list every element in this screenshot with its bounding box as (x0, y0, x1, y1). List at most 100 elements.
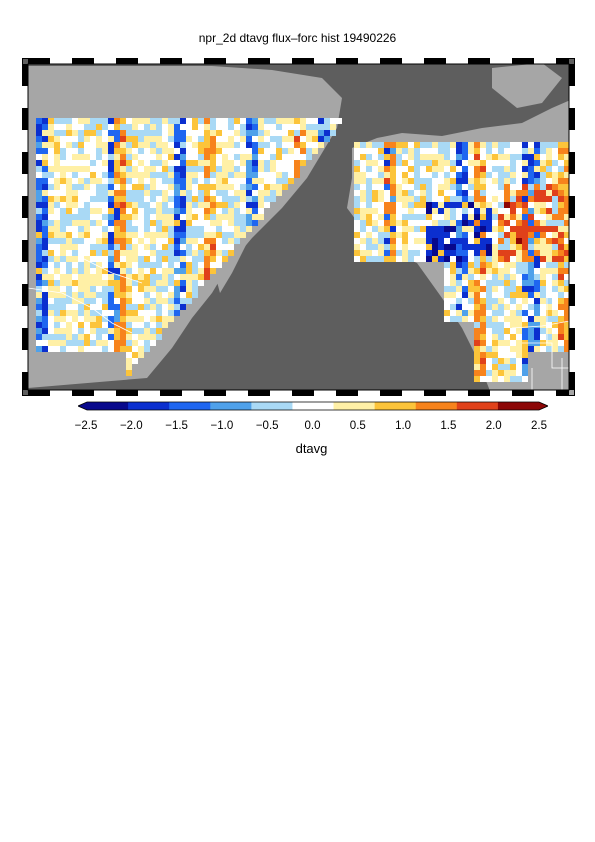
field-cell (174, 310, 180, 316)
field-cell (294, 148, 300, 154)
field-cell (228, 250, 234, 256)
field-cell (468, 190, 474, 196)
field-cell (492, 202, 498, 208)
field-cell (84, 154, 90, 160)
field-cell (150, 244, 156, 250)
field-cell (66, 202, 72, 208)
field-cell (546, 262, 552, 268)
field-cell (42, 148, 48, 154)
field-cell (42, 256, 48, 262)
field-cell (120, 196, 126, 202)
field-cell (534, 292, 540, 298)
field-cell (60, 184, 66, 190)
field-cell (168, 244, 174, 250)
field-cell (84, 340, 90, 346)
field-cell (552, 208, 558, 214)
field-cell (450, 262, 456, 268)
field-cell (180, 160, 186, 166)
field-cell (198, 160, 204, 166)
field-cell (240, 124, 246, 130)
field-cell (66, 166, 72, 172)
field-cell (456, 142, 462, 148)
field-cell (486, 334, 492, 340)
field-cell (138, 328, 144, 334)
field-cell (84, 118, 90, 124)
field-cell (198, 214, 204, 220)
field-cell (42, 322, 48, 328)
field-cell (66, 310, 72, 316)
field-cell (138, 334, 144, 340)
field-cell (54, 238, 60, 244)
field-cell (504, 316, 510, 322)
field-cell (132, 184, 138, 190)
field-cell (60, 226, 66, 232)
field-cell (162, 226, 168, 232)
field-cell (72, 334, 78, 340)
field-cell (66, 322, 72, 328)
field-cell (90, 220, 96, 226)
field-cell (108, 304, 114, 310)
field-cell (252, 196, 258, 202)
field-cell (54, 310, 60, 316)
field-cell (390, 148, 396, 154)
field-cell (552, 304, 558, 310)
field-cell (510, 292, 516, 298)
field-cell (378, 244, 384, 250)
field-cell (126, 298, 132, 304)
map-frame (22, 58, 575, 396)
field-cell (96, 226, 102, 232)
field-cell (150, 328, 156, 334)
field-cell (486, 358, 492, 364)
field-cell (168, 310, 174, 316)
field-cell (156, 262, 162, 268)
field-cell (468, 298, 474, 304)
field-cell (192, 274, 198, 280)
field-cell (564, 274, 570, 280)
field-cell (486, 292, 492, 298)
field-cell (144, 220, 150, 226)
field-cell (558, 280, 564, 286)
field-cell (204, 148, 210, 154)
field-cell (522, 244, 528, 250)
field-cell (534, 202, 540, 208)
field-cell (426, 250, 432, 256)
field-cell (564, 142, 570, 148)
field-cell (498, 262, 504, 268)
field-cell (210, 226, 216, 232)
field-cell (510, 280, 516, 286)
field-cell (246, 154, 252, 160)
field-cell (552, 256, 558, 262)
field-cell (42, 202, 48, 208)
field-cell (72, 346, 78, 352)
field-cell (450, 184, 456, 190)
field-cell (372, 178, 378, 184)
field-cell (420, 202, 426, 208)
field-cell (540, 142, 546, 148)
field-cell (210, 118, 216, 124)
field-cell (204, 160, 210, 166)
field-cell (474, 334, 480, 340)
field-cell (396, 166, 402, 172)
field-cell (450, 286, 456, 292)
field-cell (546, 346, 552, 352)
field-cell (84, 292, 90, 298)
field-cell (60, 214, 66, 220)
field-cell (180, 184, 186, 190)
field-cell (414, 196, 420, 202)
field-cell (498, 250, 504, 256)
field-cell (366, 142, 372, 148)
field-cell (120, 304, 126, 310)
field-cell (504, 346, 510, 352)
field-cell (552, 148, 558, 154)
field-cell (426, 148, 432, 154)
field-cell (528, 172, 534, 178)
field-cell (72, 304, 78, 310)
field-cell (60, 346, 66, 352)
field-cell (108, 220, 114, 226)
field-cell (180, 274, 186, 280)
field-cell (546, 232, 552, 238)
field-cell (372, 256, 378, 262)
field-cell (522, 142, 528, 148)
field-cell (528, 202, 534, 208)
field-cell (498, 370, 504, 376)
